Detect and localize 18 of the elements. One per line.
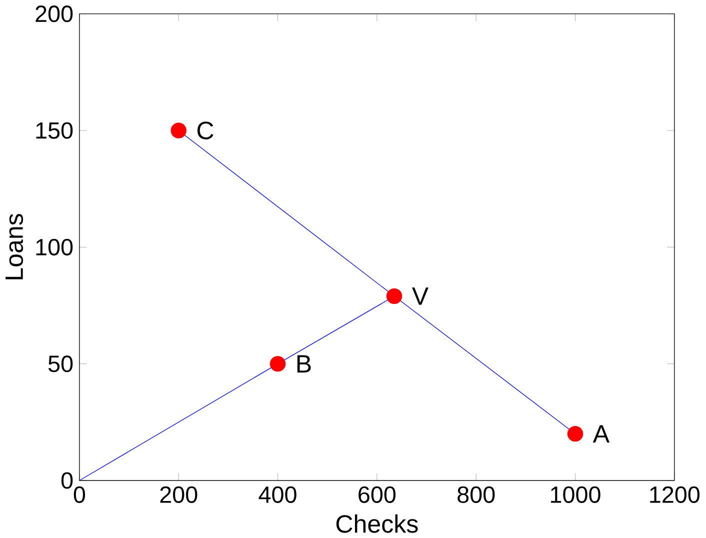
annotation: V: [412, 287, 428, 305]
annotation: A: [592, 425, 610, 442]
y-tick-label: 100: [36, 238, 73, 256]
y-tick-label: 50: [48, 355, 73, 372]
y-axis-title: Loans: [6, 214, 24, 280]
y-tick-label: 0: [61, 472, 73, 489]
x-tick-label: 400: [258, 486, 296, 503]
annotation: C: [197, 121, 214, 140]
x-tick-label: 0: [74, 486, 86, 503]
x-tick-label: 800: [458, 486, 495, 503]
x-tick-label: 200: [160, 486, 198, 503]
y-tick-label: 150: [36, 122, 73, 139]
x-axis-title: Checks: [336, 514, 418, 533]
x-tick-label: 1200: [650, 486, 700, 503]
x-tick-label: 600: [358, 486, 396, 503]
y-tick-label: 200: [36, 5, 73, 22]
x-tick-label: 1000: [551, 486, 600, 503]
annotation: B: [297, 355, 311, 372]
